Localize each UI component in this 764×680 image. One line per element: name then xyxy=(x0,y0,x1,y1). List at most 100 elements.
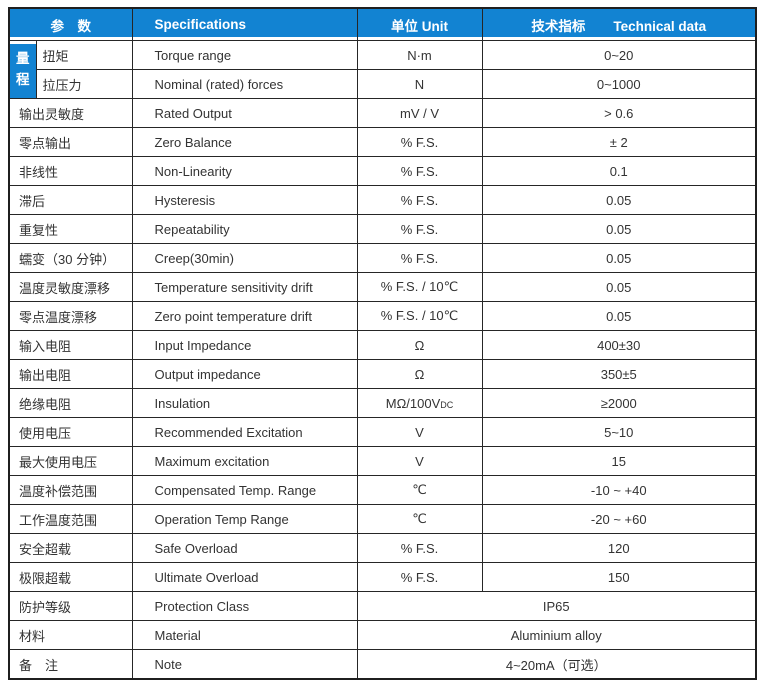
param-cell: 重复性 xyxy=(8,214,133,244)
unit-cell: V xyxy=(356,446,483,476)
unit-cell: mV / V xyxy=(356,98,483,128)
table-row: 零点温度漂移 Zero point temperature drift % F.… xyxy=(8,301,757,331)
table-row: 绝缘电阻 Insulation MΩ/100VDC ≥2000 xyxy=(8,388,757,418)
spec-cell: Insulation xyxy=(131,388,358,418)
unit-cell: MΩ/100VDC xyxy=(356,388,483,418)
unit-cell: ℃ xyxy=(356,504,483,534)
table-row: 防护等级 Protection Class IP65 xyxy=(8,591,757,621)
table-row: 输出电阻 Output impedance Ω 350±5 xyxy=(8,359,757,389)
unit-cell: N xyxy=(356,69,483,99)
spec-cell: Material xyxy=(131,620,358,650)
spec-cell: Zero Balance xyxy=(131,127,358,157)
table-row: 最大使用电压 Maximum excitation V 15 xyxy=(8,446,757,476)
value-cell: > 0.6 xyxy=(481,98,757,128)
param-cell: 工作温度范围 xyxy=(8,504,133,534)
spec-cell: Output impedance xyxy=(131,359,358,389)
unit-cell: N·m xyxy=(356,40,483,70)
value-cell: 0.1 xyxy=(481,156,757,186)
table-row: 输出灵敏度 Rated Output mV / V > 0.6 xyxy=(8,98,757,128)
spec-cell: Zero point temperature drift xyxy=(131,301,358,331)
spec-cell: Repeatability xyxy=(131,214,358,244)
param-cell: 蠕变（30 分钟） xyxy=(8,243,133,273)
unit-subscript: DC xyxy=(440,399,454,410)
value-cell: 150 xyxy=(481,562,757,592)
unit-cell: % F.S. xyxy=(356,185,483,215)
value-cell: -20 ~ +60 xyxy=(481,504,757,534)
value-cell: 0.05 xyxy=(481,301,757,331)
header-tech-en: Technical data xyxy=(613,18,707,34)
value-cell: 15 xyxy=(481,446,757,476)
spec-cell: Torque range xyxy=(131,40,358,70)
unit-cell: % F.S. xyxy=(356,214,483,244)
value-cell: 5~10 xyxy=(481,417,757,447)
value-cell: 0.05 xyxy=(481,243,757,273)
merged-value-cell: 4~20mA（可选） xyxy=(356,649,757,680)
spec-cell: Compensated Temp. Range xyxy=(131,475,358,505)
param-cell: 零点温度漂移 xyxy=(8,301,133,331)
table-row: 工作温度范围 Operation Temp Range ℃ -20 ~ +60 xyxy=(8,504,757,534)
value-cell: 0.05 xyxy=(481,185,757,215)
value-cell: -10 ~ +40 xyxy=(481,475,757,505)
header-unit: 单位 Unit xyxy=(356,7,483,41)
spec-cell: Recommended Excitation xyxy=(131,417,358,447)
param-cell: 输出电阻 xyxy=(8,359,133,389)
table-row: 备 注 Note 4~20mA（可选） xyxy=(8,649,757,680)
param-cell: 材料 xyxy=(8,620,133,650)
value-cell: 350±5 xyxy=(481,359,757,389)
value-cell: 0.05 xyxy=(481,272,757,302)
table-row: 温度灵敏度漂移 Temperature sensitivity drift % … xyxy=(8,272,757,302)
table-row: 温度补偿范围 Compensated Temp. Range ℃ -10 ~ +… xyxy=(8,475,757,505)
table-row: 零点输出 Zero Balance % F.S. ± 2 xyxy=(8,127,757,157)
table-row: 拉压力 Nominal (rated) forces N 0~1000 xyxy=(9,69,757,99)
unit-cell: % F.S. xyxy=(356,243,483,273)
value-cell: 400±30 xyxy=(481,330,757,360)
spec-cell: Input Impedance xyxy=(131,330,358,360)
header-technical-data: 技术指标 Technical data xyxy=(481,7,757,41)
param-cell: 输出灵敏度 xyxy=(8,98,133,128)
unit-cell: V xyxy=(356,417,483,447)
param-cell: 扭矩 xyxy=(35,40,133,70)
table-row: 非线性 Non-Linearity % F.S. 0.1 xyxy=(8,156,757,186)
unit-cell: % F.S. xyxy=(356,127,483,157)
range-group-label: 量程 xyxy=(16,51,30,87)
param-cell: 使用电压 xyxy=(8,417,133,447)
value-cell: ≥2000 xyxy=(481,388,757,418)
param-cell: 输入电阻 xyxy=(8,330,133,360)
unit-cell: % F.S. xyxy=(356,533,483,563)
spec-cell: Nominal (rated) forces xyxy=(131,69,358,99)
table-row: 蠕变（30 分钟） Creep(30min) % F.S. 0.05 xyxy=(8,243,757,273)
unit-cell: Ω xyxy=(356,330,483,360)
param-cell: 安全超载 xyxy=(8,533,133,563)
table-row: 滞后 Hysteresis % F.S. 0.05 xyxy=(8,185,757,215)
spec-cell: Operation Temp Range xyxy=(131,504,358,534)
unit-cell: % F.S. / 10℃ xyxy=(356,301,483,331)
header-param: 参 数 xyxy=(8,7,133,41)
spec-cell: Maximum excitation xyxy=(131,446,358,476)
table-row: 材料 Material Aluminium alloy xyxy=(8,620,757,650)
table-row: 输入电阻 Input Impedance Ω 400±30 xyxy=(8,330,757,360)
table-row: 使用电压 Recommended Excitation V 5~10 xyxy=(8,417,757,447)
range-group-cell: 量程 xyxy=(8,40,37,99)
spec-cell: Note xyxy=(131,649,358,680)
table-row: 极限超载 Ultimate Overload % F.S. 150 xyxy=(8,562,757,592)
value-cell: ± 2 xyxy=(481,127,757,157)
unit-cell: ℃ xyxy=(356,475,483,505)
spec-cell: Protection Class xyxy=(131,591,358,621)
header-tech-cn: 技术指标 xyxy=(531,18,586,34)
spec-cell: Non-Linearity xyxy=(131,156,358,186)
table-row: 量程 扭矩 Torque range N·m 0~20 xyxy=(8,40,757,99)
param-cell: 滞后 xyxy=(8,185,133,215)
param-cell: 绝缘电阻 xyxy=(8,388,133,418)
table-row: 安全超载 Safe Overload % F.S. 120 xyxy=(8,533,757,563)
merged-value-cell: IP65 xyxy=(356,591,757,621)
value-cell: 120 xyxy=(481,533,757,563)
spec-cell: Safe Overload xyxy=(131,533,358,563)
unit-cell: % F.S. xyxy=(356,562,483,592)
param-cell: 最大使用电压 xyxy=(8,446,133,476)
param-cell: 备 注 xyxy=(8,649,133,680)
param-cell: 拉压力 xyxy=(35,69,133,99)
spec-cell: Rated Output xyxy=(131,98,358,128)
param-cell: 零点输出 xyxy=(8,127,133,157)
spec-table: 参 数 Specifications 单位 Unit 技术指标 Technical… xyxy=(8,7,757,680)
value-cell: 0~20 xyxy=(481,40,757,70)
